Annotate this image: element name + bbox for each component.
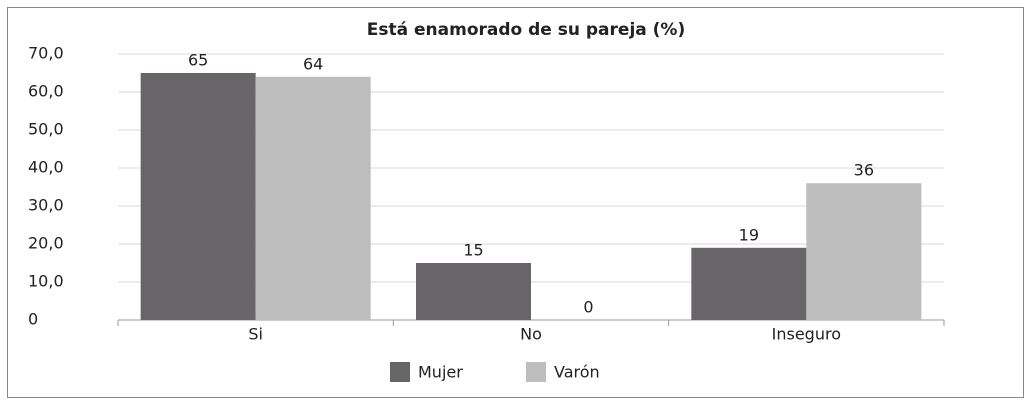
x-tick-label: Si — [248, 325, 263, 344]
y-tick-label: 70,0 — [28, 44, 64, 63]
bar — [691, 247, 807, 320]
x-tick-label: No — [520, 325, 542, 344]
y-tick-label: 60,0 — [28, 82, 64, 101]
chart-border — [7, 7, 1024, 398]
y-tick-label: 20,0 — [28, 234, 64, 253]
bar — [140, 73, 256, 320]
legend-label: Varón — [554, 363, 600, 382]
data-label: 0 — [583, 298, 593, 317]
y-tick-label: 10,0 — [28, 272, 64, 291]
legend-swatch — [390, 362, 410, 382]
data-label: 64 — [303, 54, 323, 73]
x-tick-label: Inseguro — [772, 325, 841, 344]
y-tick-label: 50,0 — [28, 120, 64, 139]
legend-label: Mujer — [418, 363, 463, 382]
y-tick-label: 40,0 — [28, 158, 64, 177]
data-label: 65 — [188, 51, 208, 70]
data-label: 19 — [739, 225, 759, 244]
data-label: 15 — [463, 241, 483, 260]
y-tick-label: 30,0 — [28, 196, 64, 215]
bar — [255, 76, 371, 320]
bar — [806, 183, 922, 320]
chart-title: Está enamorado de su pareja (%) — [367, 20, 685, 40]
y-tick-label: 0 — [28, 310, 38, 329]
data-label: 36 — [854, 161, 874, 180]
bar — [416, 263, 531, 320]
legend-swatch — [526, 362, 546, 382]
